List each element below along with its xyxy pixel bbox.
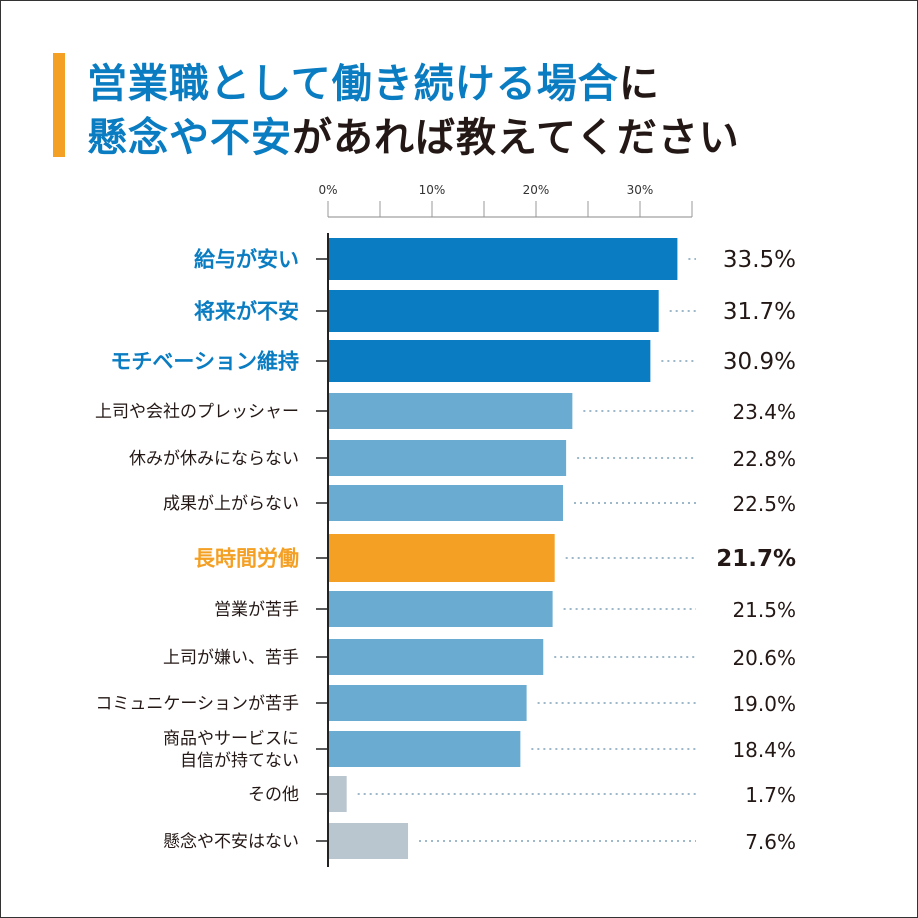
category-label: その他 (248, 785, 299, 805)
value-label: 21.5% (732, 598, 796, 622)
bar (329, 639, 544, 675)
category-label: 商品やサービスに (163, 729, 299, 749)
value-label: 7.6% (745, 830, 796, 854)
title-line1-blue: 営業職として働き続ける場合 (87, 61, 619, 107)
category-label: 成果が上がらない (163, 494, 299, 514)
value-label: 31.7% (723, 299, 796, 325)
category-label: モチベーション維持 (110, 350, 299, 374)
bar (329, 731, 521, 767)
value-label: 19.0% (732, 692, 796, 716)
tick-label: 0% (318, 183, 337, 197)
value-label: 21.7% (716, 546, 796, 572)
value-label: 20.6% (732, 646, 796, 670)
value-label: 30.9% (723, 349, 796, 375)
title-line2-blue: 懸念や不安 (87, 115, 292, 161)
bar (329, 685, 527, 721)
category-label: 長時間労働 (194, 547, 299, 571)
title-line2-black: があれば教えてください (292, 115, 740, 161)
bar (329, 440, 567, 476)
category-label: コミュニケーションが苦手 (95, 694, 299, 714)
title-line-1: 営業職として働き続ける場合に (87, 51, 660, 109)
category-label: 上司が嫌い、苦手 (163, 648, 299, 668)
value-label: 1.7% (745, 783, 796, 807)
value-label: 22.8% (732, 447, 796, 471)
bar (329, 823, 409, 859)
category-label: 営業が苦手 (214, 600, 299, 620)
category-label: 将来が不安 (194, 300, 299, 324)
value-label: 33.5% (723, 247, 796, 273)
category-label: 上司や会社のプレッシャー (95, 402, 299, 422)
value-label: 18.4% (732, 738, 796, 762)
tick-label: 30% (627, 183, 654, 197)
bar (329, 393, 573, 429)
value-label: 22.5% (732, 492, 796, 516)
title-accent-bar (53, 53, 65, 157)
bar (329, 776, 347, 812)
bar (329, 290, 659, 332)
bar (329, 485, 563, 521)
tick-label: 20% (523, 183, 550, 197)
bar (329, 340, 651, 382)
category-label: 休みが休みにならない (129, 449, 299, 469)
bar (329, 591, 553, 627)
value-label: 23.4% (732, 400, 796, 424)
title-line1-black: に (618, 61, 660, 107)
bar (329, 238, 678, 280)
bar (329, 534, 555, 582)
category-label: 懸念や不安はない (163, 831, 299, 852)
tick-label: 10% (419, 183, 446, 197)
category-label: 給与が安い (194, 248, 299, 272)
category-label: 自信が持てない (180, 751, 299, 771)
title-line-2: 懸念や不安があれば教えてください (87, 105, 740, 163)
